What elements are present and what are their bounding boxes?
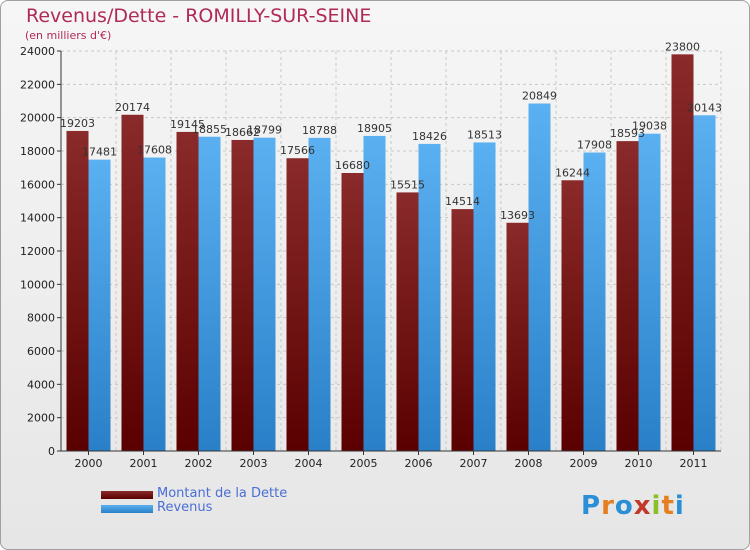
x-tick-label: 2008 (515, 457, 543, 470)
chart-subtitle: (en milliers d'€) (25, 29, 112, 42)
y-tick-label: 24000 (20, 45, 55, 58)
revenue-bar (693, 115, 716, 452)
x-tick-label: 2000 (75, 457, 103, 470)
revenue-bar-label: 20143 (687, 101, 722, 114)
debt-bar-label: 15515 (390, 178, 425, 191)
x-tick-label: 2006 (405, 457, 433, 470)
revenue-bar (583, 152, 606, 452)
y-tick-label: 6000 (27, 345, 55, 358)
x-tick-label: 2009 (570, 457, 598, 470)
revenue-bar (143, 157, 166, 452)
legend-swatch-debt (101, 491, 153, 499)
debt-bar (121, 114, 144, 452)
y-tick-label: 20000 (20, 112, 55, 125)
debt-bar (616, 141, 639, 451)
debt-bar (176, 131, 199, 451)
logo-letter: o (614, 491, 634, 521)
revenue-bar (308, 137, 331, 451)
debt-bar (66, 130, 89, 451)
chart-title: Revenus/Dette - ROMILLY-SUR-SEINE (26, 5, 372, 27)
logo-letter: r (601, 491, 615, 521)
logo-letter: i (674, 491, 685, 521)
y-tick-label: 2000 (27, 412, 55, 425)
y-tick-label: 14000 (20, 212, 55, 225)
revenue-bar-label: 18799 (247, 124, 282, 137)
debt-bar-label: 18662 (225, 126, 260, 139)
proxiti-logo: Proxiti (581, 491, 685, 521)
x-tick-label: 2011 (680, 457, 708, 470)
debt-bar (506, 222, 529, 451)
revenue-bar-label: 18855 (192, 123, 227, 136)
debt-bar (561, 180, 584, 451)
y-tick-label: 22000 (20, 78, 55, 91)
debt-bar-label: 19145 (170, 118, 205, 131)
y-tick-label: 18000 (20, 145, 55, 158)
y-tick-label: 0 (48, 445, 55, 458)
debt-bar-label: 16680 (335, 159, 370, 172)
logo-letter: t (661, 491, 675, 521)
logo-letter: P (581, 491, 602, 521)
revenue-bar (88, 159, 111, 451)
y-tick-label: 16000 (20, 178, 55, 191)
x-tick-label: 2003 (240, 457, 268, 470)
x-tick-label: 2001 (130, 457, 158, 470)
y-tick-label: 10000 (20, 278, 55, 291)
debt-bar-label: 13693 (500, 209, 535, 222)
debt-bar-label: 14514 (445, 195, 480, 208)
debt-bar-label: 23800 (665, 40, 700, 53)
debt-bar (451, 209, 474, 451)
revenue-bar-label: 17908 (577, 139, 612, 152)
legend-label-revenue: Revenus (157, 500, 213, 515)
debt-bar-label: 19203 (60, 117, 95, 130)
x-tick-label: 2002 (185, 457, 213, 470)
revenue-bar (198, 136, 221, 451)
revenue-bar-label: 17608 (137, 144, 172, 157)
x-tick-label: 2010 (625, 457, 653, 470)
revenue-bar (418, 143, 441, 451)
revenue-bar (363, 135, 386, 451)
revenue-bar-label: 19038 (632, 120, 667, 133)
revenue-bar-label: 18788 (302, 124, 337, 137)
revenue-bar (528, 103, 551, 452)
debt-bar (671, 54, 694, 451)
y-tick-label: 8000 (27, 312, 55, 325)
x-tick-label: 2007 (460, 457, 488, 470)
logo-letter: x (633, 491, 652, 521)
debt-bar-label: 20174 (115, 101, 150, 114)
y-tick-label: 12000 (20, 245, 55, 258)
debt-bar (396, 192, 419, 451)
debt-bar (286, 158, 309, 451)
revenue-bar-label: 17481 (82, 146, 117, 159)
legend-label-debt: Montant de la Dette (157, 486, 288, 501)
revenue-bar-label: 18905 (357, 122, 392, 135)
revenue-bar-label: 20849 (522, 90, 557, 103)
y-tick-label: 4000 (27, 378, 55, 391)
debt-bar-label: 18593 (610, 127, 645, 140)
debt-bar (231, 139, 254, 451)
revenue-bar (473, 142, 496, 451)
debt-bar-label: 16244 (555, 166, 590, 179)
revenue-bar-label: 18426 (412, 130, 447, 143)
revenue-bar (638, 133, 661, 451)
x-tick-label: 2005 (350, 457, 378, 470)
debt-bar (341, 173, 364, 451)
revenue-bar (253, 137, 276, 451)
legend-swatch-revenue (101, 505, 153, 513)
revenue-bar-label: 18513 (467, 128, 502, 141)
x-tick-label: 2004 (295, 457, 323, 470)
logo-letter: i (651, 491, 662, 521)
debt-bar-label: 17566 (280, 144, 315, 157)
